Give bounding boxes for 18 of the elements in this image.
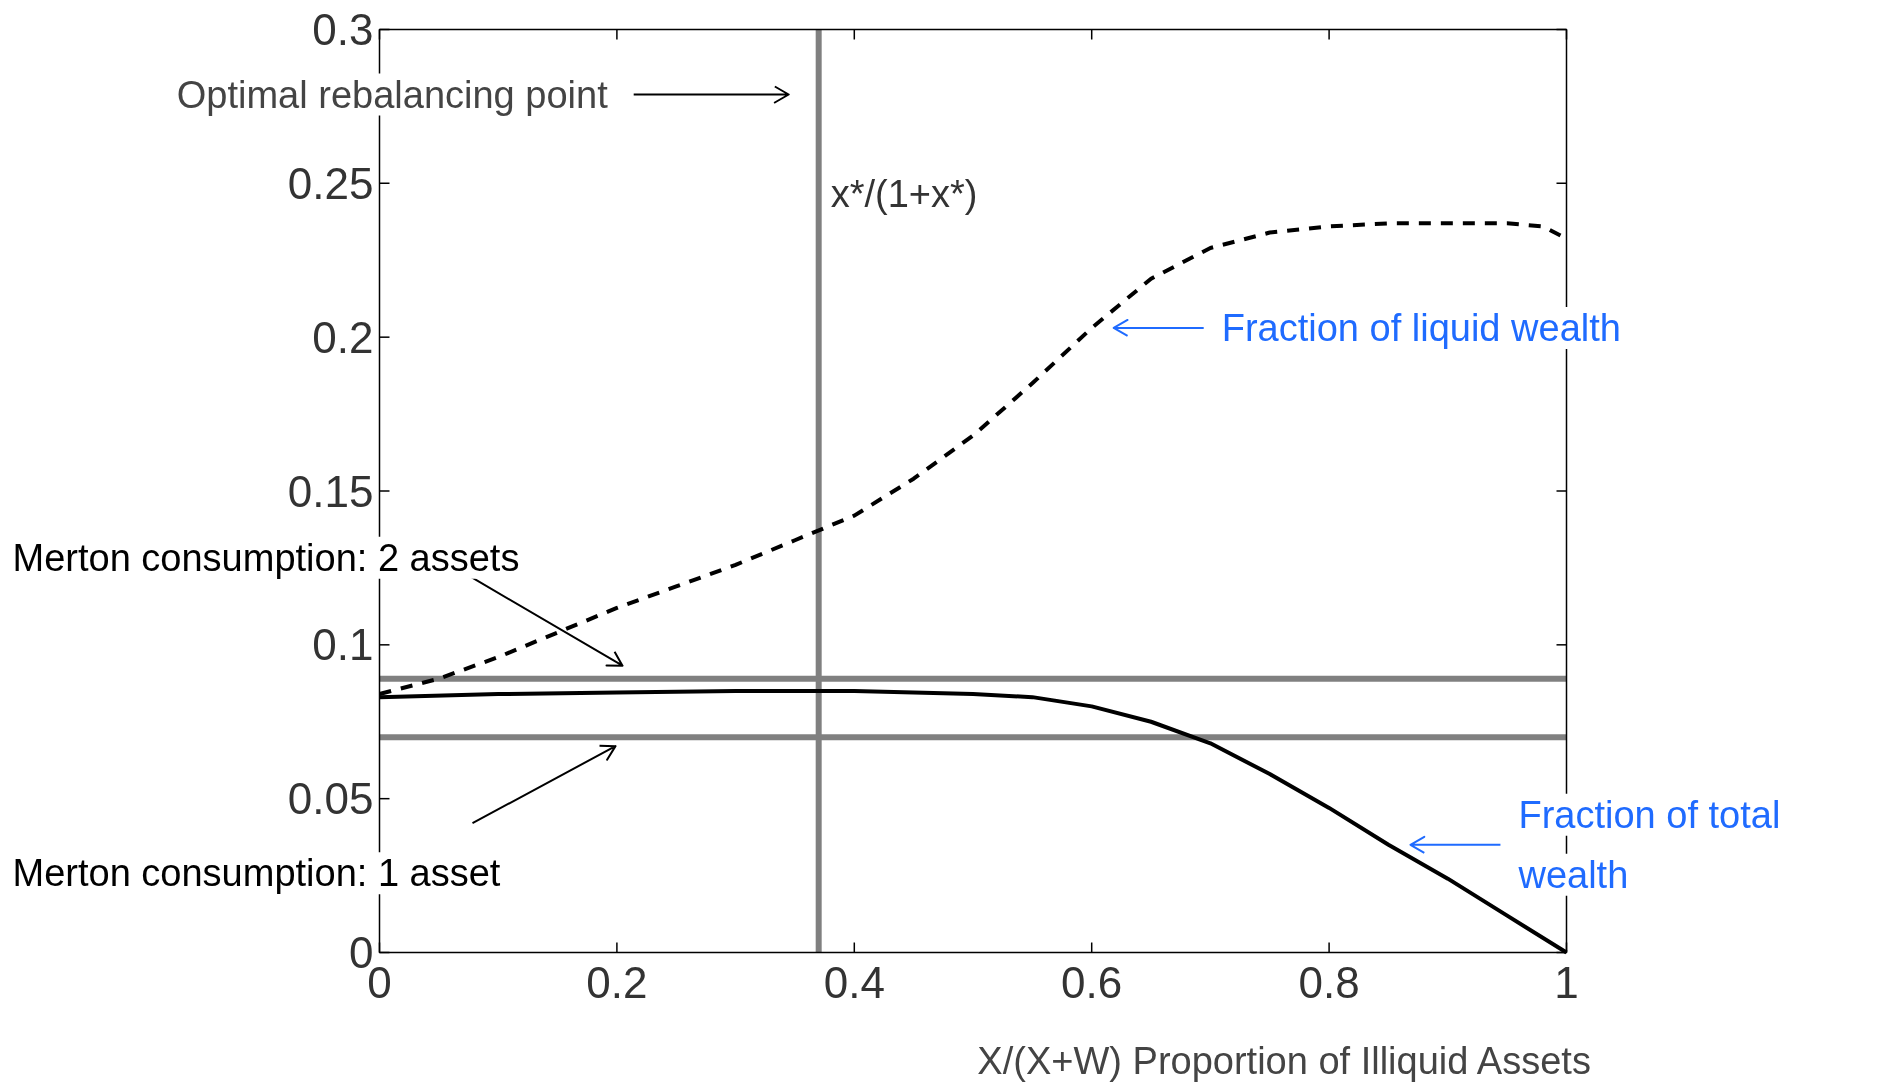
series-label: Fraction of total wealth bbox=[1517, 793, 1781, 896]
ref-line-label: x*/(1+x*) bbox=[830, 172, 978, 215]
series-label: Fraction of liquid wealth bbox=[1221, 306, 1621, 349]
x-tick-label: 0.4 bbox=[823, 957, 885, 1007]
y-tick-label: 0.25 bbox=[287, 158, 374, 208]
y-tick-label: 0.15 bbox=[287, 466, 374, 516]
x-tick-label: 1 bbox=[1554, 957, 1579, 1007]
y-tick-label: 0.3 bbox=[312, 5, 374, 54]
annotation: Merton consumption: 2 assets bbox=[12, 536, 520, 579]
y-tick-label: 0.05 bbox=[287, 774, 374, 824]
x-tick-label: 0.6 bbox=[1061, 957, 1123, 1007]
annotation: Merton consumption: 1 asset bbox=[12, 852, 501, 895]
x-tick-label: 0.8 bbox=[1298, 957, 1360, 1007]
y-tick-label: 0.2 bbox=[312, 312, 374, 362]
y-tick-label: 0.1 bbox=[312, 620, 374, 670]
annotation: Optimal rebalancing point bbox=[176, 73, 609, 116]
x-tick-label: 0.2 bbox=[586, 957, 648, 1007]
x-axis-title: X/(X+W) Proportion of Illiquid Assets bbox=[977, 1039, 1591, 1082]
